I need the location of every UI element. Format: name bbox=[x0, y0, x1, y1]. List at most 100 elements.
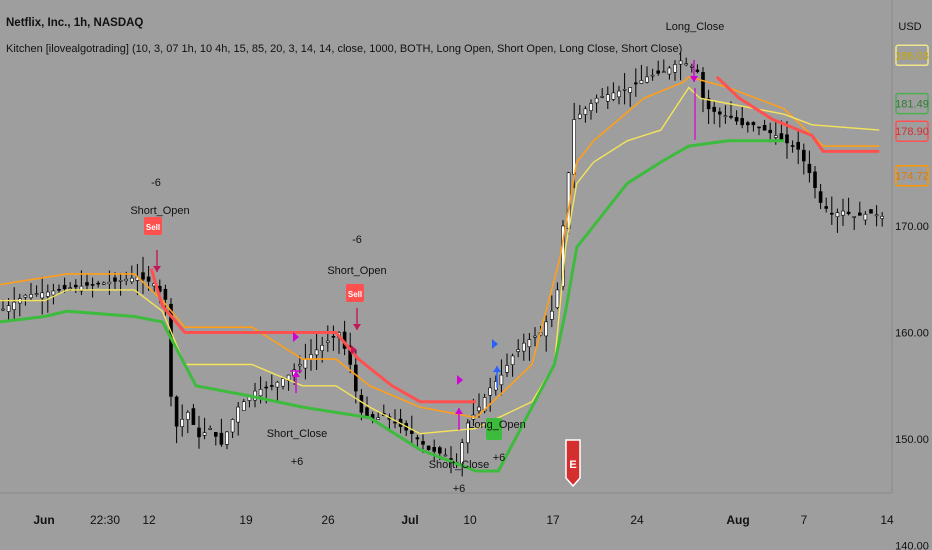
candle-body bbox=[62, 284, 67, 290]
candle-body bbox=[650, 74, 655, 77]
candle-body bbox=[174, 396, 179, 427]
candle-body bbox=[421, 441, 425, 445]
candle-body bbox=[23, 294, 28, 298]
candle-body bbox=[113, 277, 117, 282]
candle-body bbox=[107, 281, 112, 285]
short-open-qty-1: -6 bbox=[151, 177, 161, 189]
price-badge bbox=[895, 44, 929, 67]
candle-body bbox=[589, 103, 593, 111]
candle-body bbox=[348, 345, 353, 365]
candle-body bbox=[863, 213, 868, 221]
candle-body bbox=[1, 308, 5, 311]
candle-body bbox=[488, 387, 493, 396]
candle-body bbox=[583, 108, 588, 115]
candle-body bbox=[824, 206, 829, 209]
candle-body bbox=[197, 427, 201, 438]
candle-body bbox=[723, 115, 728, 118]
candle-body bbox=[376, 417, 381, 420]
sell-badge-text-2: Sell bbox=[348, 290, 362, 299]
long-open-arrow-head bbox=[493, 366, 501, 372]
candle-body bbox=[393, 421, 397, 424]
candle-body bbox=[437, 447, 442, 454]
short-close-qty-2: +6 bbox=[453, 483, 466, 495]
candle-body bbox=[757, 126, 761, 129]
candle-body bbox=[96, 282, 100, 285]
candle-body bbox=[79, 285, 84, 292]
indicator-label[interactable]: Kitchen [ilovealgotrading] (10, 3, 07 1h… bbox=[6, 43, 683, 55]
sell-badge-2 bbox=[346, 284, 364, 302]
candle-body bbox=[527, 339, 532, 348]
long-open-qty: +6 bbox=[493, 452, 506, 464]
short-close-label-2: Short_Close bbox=[429, 459, 490, 471]
candle-body bbox=[628, 87, 633, 93]
candle-body bbox=[146, 276, 151, 282]
time-tick-label: Jul bbox=[401, 513, 418, 527]
time-tick-label: 19 bbox=[239, 513, 253, 527]
price-badge bbox=[895, 120, 929, 142]
time-tick-label: 22:30 bbox=[90, 513, 120, 527]
candle-body bbox=[790, 145, 795, 147]
candle-body bbox=[829, 212, 834, 215]
candle-body bbox=[202, 432, 207, 436]
price-tick-label: 150.00 bbox=[895, 434, 929, 446]
candle-body bbox=[482, 397, 487, 412]
candle-body bbox=[331, 336, 336, 338]
candle-body bbox=[549, 310, 554, 320]
candle-body bbox=[219, 432, 224, 445]
candle-body bbox=[477, 406, 481, 412]
candle-body bbox=[779, 133, 784, 140]
candle-body bbox=[130, 277, 134, 283]
candle-body bbox=[499, 374, 504, 386]
price-badge-label: 181.49 bbox=[895, 99, 929, 111]
price-tick-label: 170.00 bbox=[895, 221, 929, 233]
candle-body bbox=[242, 401, 246, 411]
candle-body bbox=[521, 342, 526, 352]
candle-body bbox=[214, 432, 218, 437]
candle-body bbox=[768, 129, 773, 134]
candle-body bbox=[208, 428, 212, 430]
candle-body bbox=[880, 216, 885, 219]
candle-body bbox=[874, 214, 879, 217]
short-open-label-1: Short_Open bbox=[130, 205, 189, 217]
candle-body bbox=[359, 395, 364, 413]
candle-body bbox=[846, 211, 851, 215]
candle-body bbox=[449, 458, 453, 460]
time-tick-label: 7 bbox=[801, 513, 808, 527]
candle-body bbox=[409, 430, 414, 434]
earnings-marker[interactable] bbox=[565, 439, 581, 488]
signal-marker-4 bbox=[492, 339, 498, 349]
candle-body bbox=[40, 292, 45, 299]
candle-body bbox=[695, 69, 700, 72]
candle-body bbox=[633, 82, 638, 85]
signal-marker-2 bbox=[351, 345, 357, 355]
candle-body bbox=[460, 442, 465, 465]
candle-body bbox=[29, 294, 33, 299]
candle-body bbox=[163, 288, 168, 300]
long-close-arrow-head bbox=[690, 76, 698, 82]
short-open-arrow-2-head bbox=[353, 324, 361, 330]
price-badge-label: 178.90 bbox=[895, 126, 929, 138]
buy-badge bbox=[486, 418, 502, 440]
candle-body bbox=[813, 171, 817, 188]
yellow-line bbox=[0, 86, 880, 435]
candle-body bbox=[785, 134, 789, 144]
candle-body bbox=[353, 364, 358, 392]
candle-body bbox=[678, 60, 683, 65]
candle-body bbox=[102, 282, 106, 285]
candle-body bbox=[762, 125, 767, 131]
candle-body bbox=[673, 64, 677, 73]
signal-marker-1 bbox=[293, 332, 299, 342]
time-tick-label: Jun bbox=[33, 513, 54, 527]
candle-body bbox=[225, 431, 229, 445]
candle-body bbox=[180, 418, 184, 427]
candle-body bbox=[745, 122, 750, 126]
price-badge-label: 186.03 bbox=[895, 50, 929, 62]
time-tick-label: 24 bbox=[630, 513, 644, 527]
candle-body bbox=[639, 80, 644, 84]
chart-title: Netflix, Inc., 1h, NASDAQ bbox=[6, 17, 144, 29]
candle-body bbox=[314, 349, 319, 356]
candle-body bbox=[740, 118, 745, 126]
candle-body bbox=[51, 290, 56, 296]
